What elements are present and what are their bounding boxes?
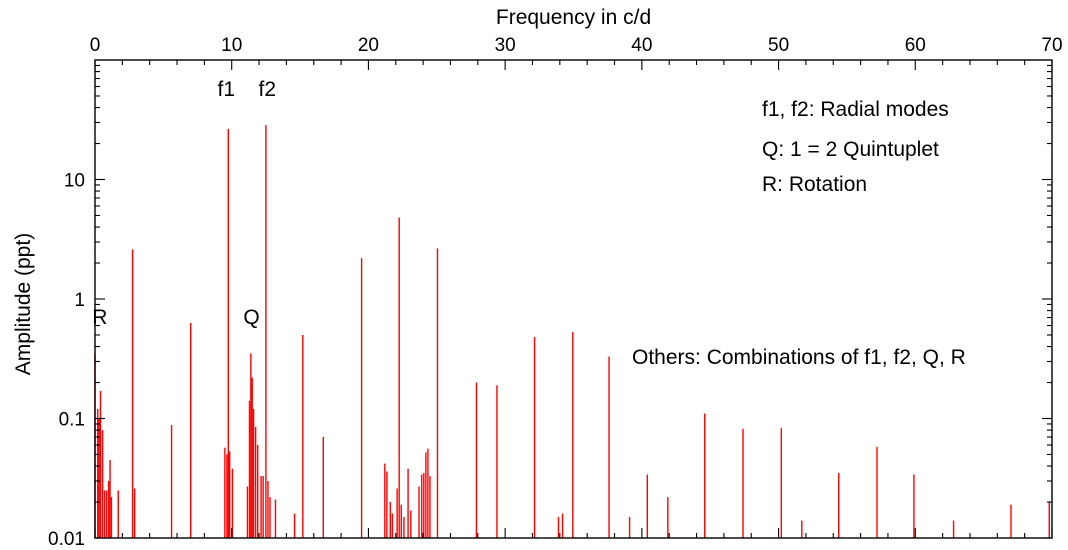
y-axis-title: Amplitude (ppt) [12, 233, 35, 375]
peak-label-f1: f1 [217, 78, 235, 101]
legend-note-rotation: R: Rotation [762, 173, 867, 196]
labels-layer: 0 10 20 30 40 50 60 70 0.01 0.1 1 10 Rf1 f2 Q [48, 35, 1063, 550]
y-tick-label-0.1: 0.1 [59, 410, 85, 431]
x-tick-label-70: 70 [1041, 35, 1062, 56]
peak-label-R: R [92, 306, 107, 329]
x-tick-label-40: 40 [631, 35, 652, 56]
x-tick-label-60: 60 [905, 35, 926, 56]
x-tick-label-30: 30 [495, 35, 516, 56]
y-tick-label-1: 1 [74, 290, 85, 311]
x-tick-label-20: 20 [358, 35, 379, 56]
peaks-layer [94, 125, 1050, 538]
x-tick-label-50: 50 [768, 35, 789, 56]
peak-label-Q: Q [243, 306, 259, 329]
y-tick-label-10: 10 [64, 171, 85, 192]
legend-note-quintuplet: Q: 1 = 2 Quintuplet [762, 138, 939, 161]
legend-note-combinations: Others: Combinations of f1, f2, Q, R [632, 346, 966, 369]
peak-label-f2: f2 [259, 78, 277, 101]
y-tick-label-0.01: 0.01 [48, 529, 85, 550]
x-tick-label-10: 10 [221, 35, 242, 56]
x-axis-title: Frequency in c/d [496, 6, 651, 29]
legend-note-radial-modes: f1, f2: Radial modes [762, 98, 949, 121]
x-tick-label-0: 0 [90, 35, 101, 56]
ticks-layer [94, 60, 1053, 539]
